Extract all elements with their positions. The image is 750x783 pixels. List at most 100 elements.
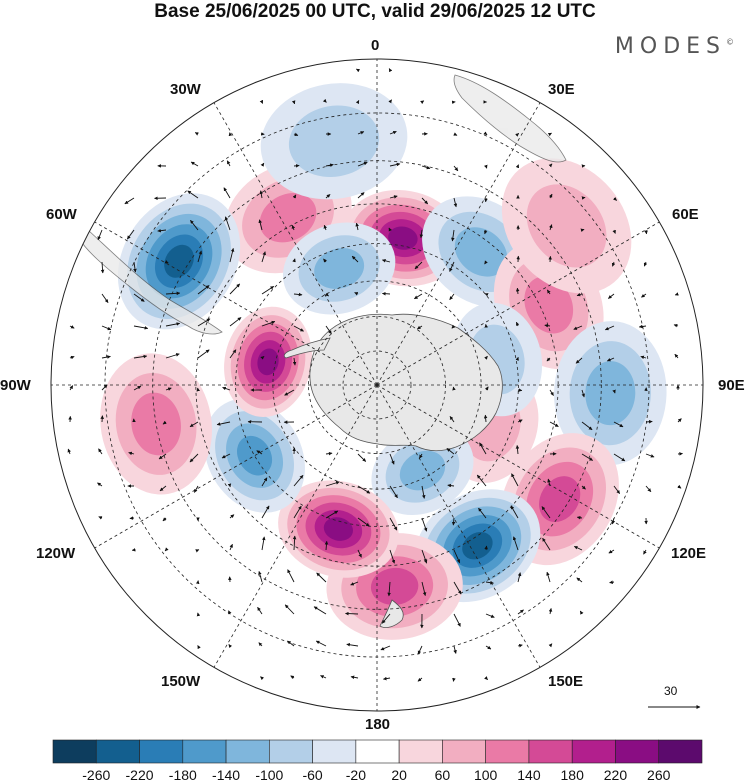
contour-level <box>164 244 194 278</box>
wind-arrow <box>484 545 488 551</box>
logo-text: MODES <box>614 34 726 59</box>
wind-arrow <box>478 507 487 519</box>
contour-level <box>236 435 273 476</box>
wind-arrow <box>323 224 328 231</box>
south-america <box>79 229 223 335</box>
wind-arrow <box>222 386 231 391</box>
colorbar-tick-label: -100 <box>255 767 284 783</box>
wind-arrow <box>313 606 327 615</box>
wind-arrow <box>293 505 302 519</box>
wind-arrow <box>451 517 456 526</box>
wind-arrow <box>453 197 458 208</box>
wind-arrow <box>674 292 679 296</box>
colorbar-swatch <box>225 739 270 764</box>
wind-arrow <box>612 229 616 234</box>
lon-label-90e: 90E <box>718 377 745 394</box>
wind-arrow <box>165 291 181 296</box>
new-zealand <box>379 599 404 628</box>
lon-label-180: 180 <box>365 716 391 733</box>
contour-level <box>314 248 365 289</box>
contour-level <box>399 450 446 491</box>
wind-arrow <box>101 325 112 331</box>
lon-label-30e: 30E <box>548 81 575 98</box>
wind-arrow <box>515 321 520 327</box>
wind-arrow <box>517 572 522 583</box>
colorbar-swatch <box>182 739 227 764</box>
latitude-circle <box>342 350 412 420</box>
wind-arrow <box>101 384 108 391</box>
lon-label-60w: 60W <box>46 206 77 223</box>
contour-level <box>462 532 493 560</box>
wind-arrow <box>453 549 461 564</box>
lon-label-0: 0 <box>371 37 380 54</box>
wind-arrow <box>229 317 242 327</box>
wind-arrow <box>421 197 429 205</box>
wind-arrow <box>325 451 333 456</box>
wind-arrow <box>197 349 210 359</box>
wind-arrow <box>581 196 586 200</box>
colorbar-swatch <box>139 739 184 764</box>
wind-arrow <box>229 248 235 263</box>
wind-arrow <box>189 421 199 428</box>
wind-arrow <box>417 645 423 655</box>
colorbar-tick-label: -180 <box>168 767 197 783</box>
wind-arrow <box>453 132 458 136</box>
wind-arrow <box>197 250 203 263</box>
wind-arrow <box>641 293 647 298</box>
wind-arrow <box>293 132 299 137</box>
wind-arrow <box>645 453 655 458</box>
wind-arrow <box>287 640 295 647</box>
wind-arrow <box>608 549 615 554</box>
wind-arrow <box>229 283 241 295</box>
wind-arrow <box>421 165 431 170</box>
wind-arrow <box>447 483 455 488</box>
map-title: Base 25/06/2025 00 UTC, valid 29/06/2025… <box>154 1 596 22</box>
wind-arrow <box>613 421 624 428</box>
wind-arrow <box>325 163 334 167</box>
wind-arrow <box>124 197 135 205</box>
wind-arrow <box>228 610 232 615</box>
colorbar-tick-label: 20 <box>391 767 407 783</box>
wind-arrow <box>573 325 583 330</box>
wind-arrow <box>351 255 359 263</box>
wind-arrow <box>604 325 615 331</box>
latitude-circle <box>235 243 519 527</box>
wind-arrow <box>417 677 423 682</box>
wind-arrow <box>484 355 488 360</box>
wind-arrow <box>261 251 266 263</box>
wind-arrow <box>479 442 487 455</box>
colorbar-swatch <box>528 739 573 764</box>
wind-arrow <box>128 451 135 456</box>
wind-arrow <box>579 610 584 615</box>
contour-level <box>454 227 508 277</box>
wind-arrow <box>515 164 520 169</box>
wind-arrow <box>546 289 551 295</box>
wind-arrow <box>638 324 647 329</box>
wind-arrow <box>389 130 397 135</box>
contour-level <box>585 361 636 426</box>
lon-label-90w: 90W <box>0 377 31 394</box>
wind-arrow <box>542 537 551 551</box>
wind-arrow <box>229 543 233 551</box>
contour-level <box>288 105 380 177</box>
wind-arrow <box>324 292 329 297</box>
wind-arrow <box>260 355 265 360</box>
wind-arrow <box>515 287 520 295</box>
wind-arrow <box>224 216 231 231</box>
wind-arrow <box>293 474 304 487</box>
colorbar-swatch <box>485 739 530 764</box>
wind-arrow <box>259 190 264 199</box>
wind-arrow <box>613 485 621 494</box>
wind-arrow <box>517 419 523 423</box>
wind-arrow <box>549 224 553 231</box>
wind-arrow <box>287 569 295 583</box>
wind-arrow <box>388 227 393 232</box>
wind-arrow <box>609 580 615 584</box>
colorbar-tick-label: 60 <box>434 767 451 783</box>
wind-arrow <box>133 385 142 391</box>
wind-arrow <box>190 220 199 231</box>
wind-arrow <box>485 613 495 618</box>
colorbar-swatch <box>269 739 313 764</box>
wind-arrow <box>611 517 616 525</box>
